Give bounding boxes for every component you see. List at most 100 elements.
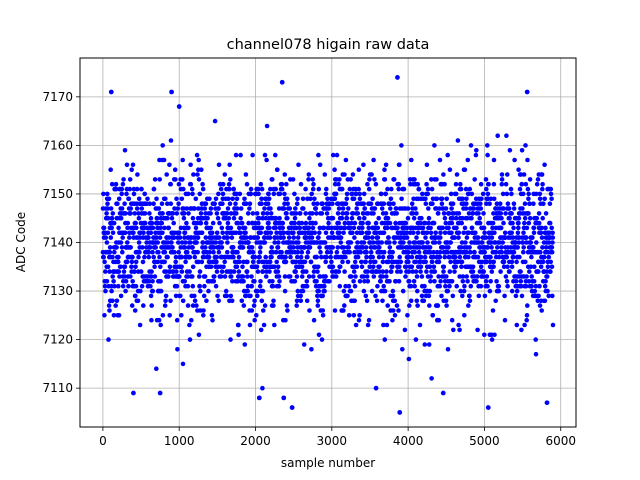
data-point (167, 162, 172, 168)
data-point (198, 211, 204, 216)
data-point (379, 240, 385, 245)
data-point (133, 259, 139, 265)
data-point (447, 283, 452, 289)
data-point (284, 181, 289, 187)
data-point (255, 186, 261, 192)
data-point (516, 167, 521, 172)
data-point (110, 274, 115, 279)
data-point (208, 206, 214, 211)
data-point (193, 225, 199, 231)
data-point (257, 249, 263, 255)
data-point (348, 274, 354, 279)
data-point (485, 191, 491, 197)
data-point (539, 235, 545, 240)
data-point (294, 274, 300, 279)
data-point (320, 313, 326, 318)
data-point (413, 206, 418, 211)
data-point (422, 283, 427, 289)
data-point (229, 235, 235, 240)
data-point (324, 186, 329, 192)
data-point (311, 201, 317, 206)
data-point (171, 235, 177, 240)
data-point (454, 172, 460, 177)
data-point (436, 274, 441, 279)
data-point (274, 249, 279, 255)
data-point (439, 201, 445, 206)
data-point (255, 269, 261, 274)
data-point (115, 259, 121, 265)
data-point (262, 240, 268, 245)
data-point (398, 259, 404, 265)
data-point (366, 186, 372, 192)
data-point (213, 196, 219, 202)
data-point (118, 215, 124, 221)
data-point (352, 298, 358, 304)
data-point (369, 172, 374, 177)
data-point (316, 332, 322, 338)
data-point (422, 254, 428, 260)
data-point (449, 206, 454, 211)
data-point (388, 269, 394, 274)
data-point (198, 288, 203, 294)
data-point (538, 230, 544, 236)
data-point (281, 230, 287, 236)
data-point (499, 181, 505, 187)
data-point (282, 172, 288, 177)
data-point (501, 206, 506, 211)
data-point (248, 191, 254, 197)
data-point (343, 201, 349, 206)
data-point (147, 201, 152, 206)
outlier-point (281, 395, 287, 401)
data-point (384, 322, 390, 328)
data-point (428, 225, 433, 231)
y-axis-label: ADC Code (14, 212, 28, 272)
data-point (288, 254, 293, 260)
data-point (436, 317, 442, 323)
data-point (310, 177, 316, 182)
data-point (442, 181, 447, 187)
x-tick-label: 6000 (545, 434, 576, 448)
data-point (476, 293, 482, 299)
data-point (158, 225, 163, 231)
data-point (273, 215, 279, 221)
data-point (131, 191, 137, 197)
data-point (130, 254, 135, 260)
data-point (245, 211, 251, 216)
data-point (467, 186, 473, 192)
data-point (368, 249, 374, 255)
data-point (317, 230, 322, 236)
data-point (542, 254, 547, 260)
data-point (391, 177, 397, 182)
data-point (211, 245, 217, 250)
data-point (109, 215, 115, 221)
data-point (460, 196, 465, 202)
data-point (435, 211, 441, 216)
data-point (386, 259, 391, 265)
data-point (236, 332, 241, 338)
data-point (135, 298, 141, 304)
data-point (126, 283, 131, 289)
data-point (137, 249, 142, 255)
data-point (111, 220, 117, 226)
data-point (152, 177, 158, 182)
data-point (274, 230, 279, 236)
data-point (203, 201, 209, 206)
data-point (415, 303, 420, 308)
data-point (211, 279, 217, 284)
data-point (483, 235, 489, 240)
data-point (389, 186, 394, 192)
data-point (376, 215, 382, 221)
data-point (411, 279, 417, 284)
data-point (349, 215, 355, 221)
y-tick-label: 7130 (42, 284, 73, 298)
data-point (181, 186, 186, 192)
data-point (266, 191, 271, 197)
data-point (369, 288, 375, 294)
data-point (505, 283, 510, 289)
data-point (269, 245, 275, 250)
data-point (524, 317, 529, 323)
data-point (323, 259, 329, 265)
data-point (160, 230, 165, 236)
data-point (231, 254, 236, 260)
data-point (155, 259, 161, 265)
